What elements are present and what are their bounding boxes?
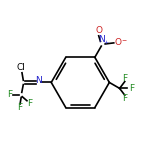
Text: F: F: [129, 84, 134, 93]
Text: −: −: [121, 37, 126, 42]
Text: Cl: Cl: [17, 63, 26, 72]
Text: N: N: [35, 76, 42, 85]
Text: F: F: [28, 99, 33, 108]
Text: F: F: [7, 90, 12, 99]
Text: F: F: [122, 74, 127, 83]
Text: O: O: [114, 38, 121, 47]
Text: F: F: [17, 103, 23, 112]
Text: N: N: [98, 35, 105, 44]
Text: O: O: [95, 26, 102, 35]
Text: +: +: [103, 40, 109, 45]
Text: F: F: [122, 94, 127, 103]
